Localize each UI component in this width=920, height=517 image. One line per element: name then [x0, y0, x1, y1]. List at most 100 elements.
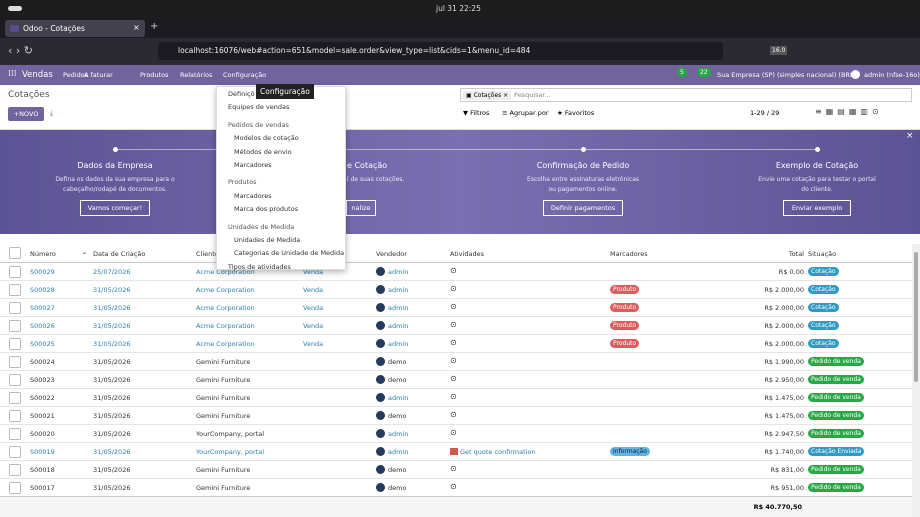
view-switcher[interactable]: ≡▦▤▦▥⊙: [815, 107, 883, 116]
order-number[interactable]: S00018: [30, 466, 55, 474]
row-checkbox[interactable]: [9, 392, 21, 404]
order-number[interactable]: S00022: [30, 394, 55, 402]
salesperson[interactable]: admin: [388, 340, 409, 348]
activity-icon[interactable]: ⊙: [450, 410, 457, 419]
activity-icon[interactable]: ⊙: [450, 428, 457, 437]
download[interactable]: ⤓: [50, 109, 54, 117]
activities-pill[interactable]: [8, 6, 22, 11]
activity-icon[interactable]: ⊙: [450, 464, 457, 473]
dropdown-sub[interactable]: Marca dos produtos: [234, 205, 299, 214]
table-row[interactable]: S00027 31/05/2026 Acme Corporation Venda adm…: [0, 299, 912, 317]
row-checkbox[interactable]: [9, 266, 21, 278]
apps-icon[interactable]: ⁞⁞⁞: [8, 69, 17, 79]
dropdown-sub[interactable]: Unidades de Medida: [234, 236, 301, 244]
table-row[interactable]: S00017 31/05/2026 Gemini Furniture demo ⊙ R$ …: [0, 479, 912, 497]
dropdown-item[interactable]: Tipos de atividades: [228, 262, 291, 271]
row-checkbox[interactable]: [9, 374, 21, 386]
order-number[interactable]: S00019: [30, 448, 55, 456]
salesperson[interactable]: demo: [388, 466, 407, 474]
row-checkbox[interactable]: [9, 482, 21, 494]
activity[interactable]: Get quote confirmation: [460, 448, 536, 456]
column-header[interactable]: Número: [30, 250, 56, 258]
nav-menu[interactable]: Configuração: [223, 71, 267, 79]
dropdown-sub[interactable]: Marcadores: [234, 191, 272, 200]
table-row[interactable]: S00024 31/05/2026 Gemini Furniture demo ⊙ R$ …: [0, 353, 912, 371]
app-name[interactable]: Vendas: [22, 70, 53, 80]
dropdown-sub[interactable]: Marcadores: [234, 161, 272, 169]
column-header[interactable]: Vendedor: [376, 250, 407, 258]
table-row[interactable]: S00018 31/05/2026 Gemini Furniture demo ⊙ R$ …: [0, 461, 912, 479]
table-row[interactable]: S00023 31/05/2026 Gemini Furniture demo ⊙ R$ …: [0, 371, 912, 389]
salesperson[interactable]: admin: [388, 394, 409, 402]
tab[interactable]: Odoo - Cotações ×: [5, 20, 145, 37]
activity-icon[interactable]: ⊙: [450, 284, 457, 293]
salesperson[interactable]: demo: [388, 376, 407, 384]
column-header[interactable]: Atividades: [450, 250, 484, 258]
row-checkbox[interactable]: [9, 464, 21, 476]
select-all[interactable]: [9, 247, 21, 259]
row-checkbox[interactable]: [9, 320, 21, 332]
column-header[interactable]: Cliente: [196, 250, 219, 258]
step-button[interactable]: Vamos começar!: [80, 200, 150, 216]
nav-menu[interactable]: Relatórios: [180, 71, 213, 79]
scrollbar[interactable]: [912, 244, 920, 517]
order-number[interactable]: S00027: [30, 304, 55, 312]
sort-icon[interactable]: ⌄: [82, 249, 88, 256]
row-checkbox[interactable]: [9, 338, 21, 350]
step-button[interactable]: Enviar exemplo: [783, 200, 851, 216]
salesperson[interactable]: admin: [388, 430, 409, 438]
salesperson[interactable]: admin: [388, 268, 409, 276]
row-checkbox[interactable]: [9, 302, 21, 314]
order-number[interactable]: S00017: [30, 484, 55, 492]
salesperson[interactable]: admin: [388, 448, 409, 456]
activity-icon[interactable]: ⊙: [450, 320, 457, 329]
table-row[interactable]: S00025 31/05/2026 Acme Corporation Venda adm…: [0, 335, 912, 353]
new-button[interactable]: +NOVO: [8, 107, 44, 121]
column-header[interactable]: Situação: [808, 250, 837, 258]
row-checkbox[interactable]: [9, 446, 21, 458]
activity-icon[interactable]: ⊙: [450, 356, 457, 365]
nav-menu[interactable]: Produtos: [140, 71, 169, 79]
table-row[interactable]: S00029 25/07/2026 Acme Corporation Venda adm…: [0, 263, 912, 281]
table-row[interactable]: S00026 31/05/2026 Acme Corporation Venda adm…: [0, 317, 912, 335]
activity-icon[interactable]: ⊙: [450, 482, 457, 491]
order-number[interactable]: S00028: [30, 286, 55, 294]
filters[interactable]: ▼ Filtros: [463, 109, 490, 117]
order-number[interactable]: S00023: [30, 376, 55, 384]
activity-icon[interactable]: ⊙: [450, 338, 457, 347]
step-button[interactable]: nalize: [346, 200, 376, 216]
order-number[interactable]: S00021: [30, 412, 55, 420]
table-row[interactable]: S00020 31/05/2026 YourCompany, portal admin…: [0, 425, 912, 443]
column-header[interactable]: Marcadores: [610, 250, 648, 258]
column-header[interactable]: Total: [788, 250, 804, 258]
row-checkbox[interactable]: [9, 356, 21, 368]
step-button[interactable]: Definir pagamentos: [543, 200, 623, 216]
row-checkbox[interactable]: [9, 284, 21, 296]
activity-icon[interactable]: ⊙: [450, 374, 457, 383]
salesperson[interactable]: admin: [388, 286, 409, 294]
banner-close[interactable]: ×: [906, 131, 914, 141]
dropdown-sub[interactable]: Métodos de envio: [234, 147, 292, 156]
group-by[interactable]: ≡ Agrupar por: [502, 109, 549, 117]
salesperson[interactable]: admin: [388, 304, 409, 312]
activity-icon[interactable]: ⊙: [450, 266, 457, 275]
table-row[interactable]: S00022 31/05/2026 Gemini Furniture admin ⊙ R$…: [0, 389, 912, 407]
nav-menu[interactable]: A faturar: [84, 71, 113, 79]
activity-icon[interactable]: ⊙: [450, 302, 457, 311]
order-number[interactable]: S00029: [30, 268, 55, 276]
search-box[interactable]: ▣ Cotações × Pesquisar...: [460, 88, 912, 102]
salesperson[interactable]: demo: [388, 358, 407, 366]
row-checkbox[interactable]: [9, 410, 21, 422]
tab-close[interactable]: ×: [133, 23, 140, 32]
facet[interactable]: ▣ Cotações ×: [463, 91, 512, 100]
row-checkbox[interactable]: [9, 428, 21, 440]
order-number[interactable]: S00020: [30, 430, 55, 438]
scroll-thumb[interactable]: [914, 252, 918, 382]
salesperson[interactable]: admin: [388, 322, 409, 330]
company[interactable]: Sua Empresa (SP) (simples nacional) (BRL…: [717, 71, 857, 79]
dropdown-item[interactable]: Definiçõ: [228, 90, 255, 98]
nav-menu[interactable]: Pedidos: [63, 71, 89, 79]
column-header[interactable]: Data de Criação: [93, 250, 146, 258]
order-number[interactable]: S00024: [30, 358, 55, 366]
table-row[interactable]: S00021 31/05/2026 Gemini Furniture demo ⊙ R$ …: [0, 407, 912, 425]
